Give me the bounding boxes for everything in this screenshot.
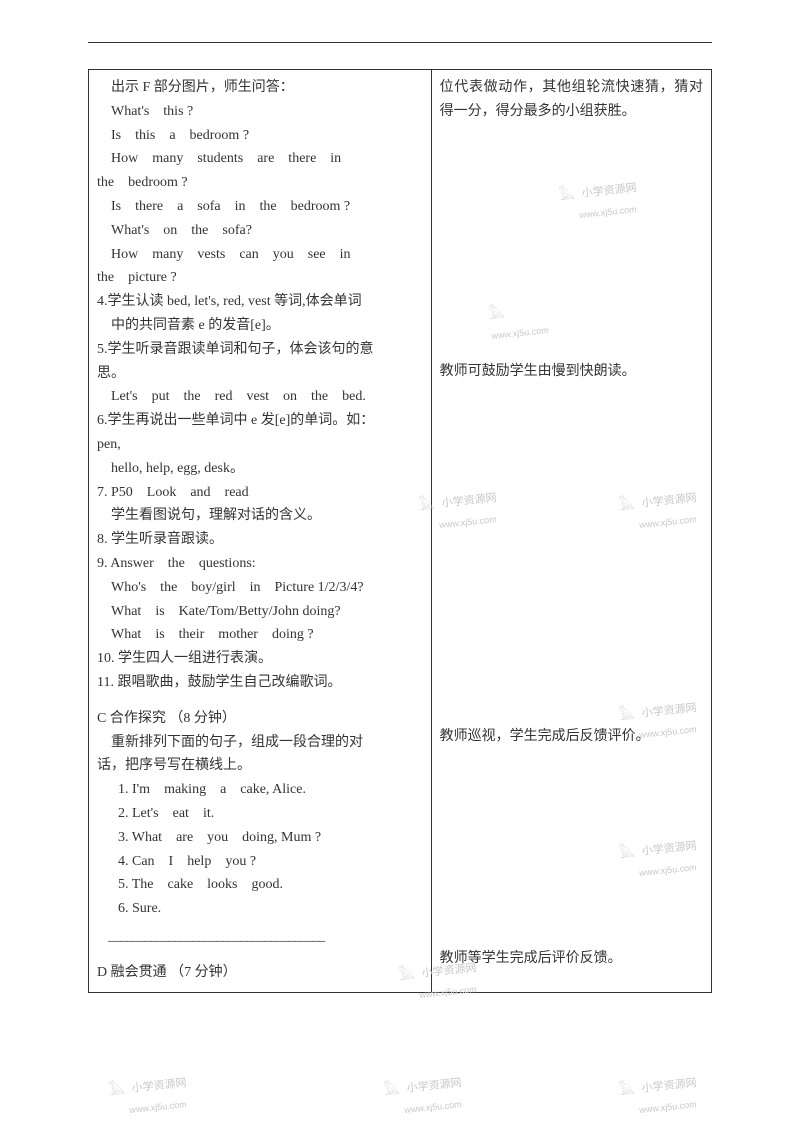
watermark: 𓅓 小学资源网 www.xj5u.com: [383, 1071, 465, 1121]
text-line: 6. Sure.: [97, 897, 423, 921]
right-spacer-3: [440, 749, 703, 947]
text-line: [97, 949, 423, 961]
watermark-bird-icon: 𓅓: [618, 1078, 636, 1103]
text-line: Is there a sofa in the bedroom ?: [97, 195, 423, 219]
watermark-url: www.xj5u.com: [129, 1099, 187, 1115]
text-line: pen,: [97, 433, 423, 457]
text-line: 1. I'm making a cake, Alice.: [97, 778, 423, 802]
watermark-label: 小学资源网: [641, 1077, 697, 1095]
right-note-2: 教师可鼓励学生由慢到快朗读。: [440, 360, 703, 384]
watermark-label: 小学资源网: [131, 1077, 187, 1095]
right-cell: 位代表做动作，其他组轮流快速猜，猜对得一分，得分最多的小组获胜。 教师可鼓励学生…: [431, 70, 711, 993]
text-line: Let's put the red vest on the bed.: [97, 385, 423, 409]
right-note-1: 位代表做动作，其他组轮流快速猜，猜对得一分，得分最多的小组获胜。: [440, 76, 703, 124]
text-line: C 合作探究 （8 分钟）: [97, 707, 423, 731]
text-line: ____________________________________: [97, 925, 423, 949]
text-line: D 融会贯通 （7 分钟）: [97, 961, 423, 985]
right-note-3: 教师巡视，学生完成后反馈评价。: [440, 725, 703, 749]
right-spacer-1: [440, 124, 703, 360]
text-line: 4.学生认读 bed, let's, red, vest 等词,体会单词: [97, 290, 423, 314]
text-line: hello, help, egg, desk。: [97, 457, 423, 481]
text-line: What's this ?: [97, 100, 423, 124]
watermark-url: www.xj5u.com: [639, 1099, 697, 1115]
watermark: 𓅓 小学资源网 www.xj5u.com: [618, 1071, 700, 1121]
text-line: 8. 学生听录音跟读。: [97, 528, 423, 552]
text-line: 中的共同音素 e 的发音[e]。: [97, 314, 423, 338]
text-line: 10. 学生四人一组进行表演。: [97, 647, 423, 671]
text-line: 思。: [97, 362, 423, 386]
text-line: 5. The cake looks good.: [97, 873, 423, 897]
text-line: 重新排列下面的句子，组成一段合理的对: [97, 731, 423, 755]
watermark-bird-icon: 𓅓: [108, 1078, 126, 1103]
text-line: 7. P50 Look and read: [97, 481, 423, 505]
text-line: [97, 695, 423, 707]
watermark-bird-icon: 𓅓: [383, 1078, 401, 1103]
text-line: 9. Answer the questions:: [97, 552, 423, 576]
watermark-url: www.xj5u.com: [404, 1099, 462, 1115]
right-note-4: 教师等学生完成后评价反馈。: [440, 947, 703, 971]
text-line: 话，把序号写在横线上。: [97, 754, 423, 778]
content-table: 出示 F 部分图片，师生问答：What's this ?Is this a be…: [88, 69, 712, 993]
page: 出示 F 部分图片，师生问答：What's this ?Is this a be…: [0, 0, 800, 1132]
text-line: What is their mother doing ?: [97, 623, 423, 647]
text-line: 出示 F 部分图片，师生问答：: [97, 76, 423, 100]
text-line: 学生看图说句，理解对话的含义。: [97, 504, 423, 528]
text-line: 5.学生听录音跟读单词和句子，体会该句的意: [97, 338, 423, 362]
text-line: 6.学生再说出一些单词中 e 发[e]的单词。如：: [97, 409, 423, 433]
text-line: How many vests can you see in: [97, 243, 423, 267]
table-row: 出示 F 部分图片，师生问答：What's this ?Is this a be…: [89, 70, 712, 993]
text-line: Who's the boy/girl in Picture 1/2/3/4?: [97, 576, 423, 600]
text-line: 2. Let's eat it.: [97, 802, 423, 826]
text-line: the bedroom ?: [97, 171, 423, 195]
text-line: Is this a bedroom ?: [97, 124, 423, 148]
left-cell: 出示 F 部分图片，师生问答：What's this ?Is this a be…: [89, 70, 432, 993]
watermark: 𓅓 小学资源网 www.xj5u.com: [108, 1071, 190, 1121]
top-rule: [88, 42, 712, 43]
right-spacer-2: [440, 383, 703, 725]
text-line: What is Kate/Tom/Betty/John doing?: [97, 600, 423, 624]
text-line: What's on the sofa?: [97, 219, 423, 243]
text-line: How many students are there in: [97, 147, 423, 171]
text-line: 4. Can I help you ?: [97, 850, 423, 874]
text-line: 11. 跟唱歌曲，鼓励学生自己改编歌词。: [97, 671, 423, 695]
watermark-label: 小学资源网: [406, 1077, 462, 1095]
text-line: the picture ?: [97, 266, 423, 290]
text-line: 3. What are you doing, Mum ?: [97, 826, 423, 850]
